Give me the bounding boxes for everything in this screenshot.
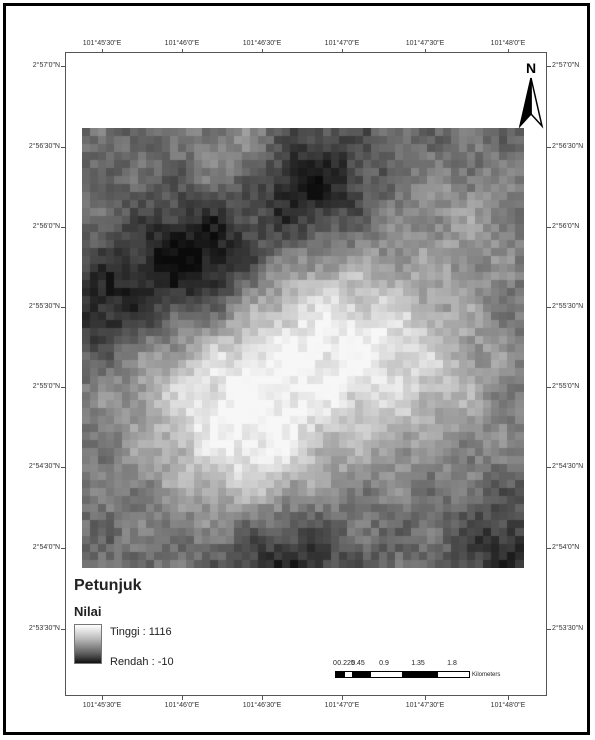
coordinate-tick	[262, 696, 263, 700]
legend-title: Petunjuk	[74, 577, 142, 594]
right-coordinate-label: 2°57'0"N	[552, 62, 580, 69]
left-coordinate-label: 2°56'30"N	[28, 143, 60, 150]
legend-color-ramp	[74, 624, 102, 664]
right-coordinate-label: 2°53'30"N	[552, 625, 584, 632]
coordinate-tick	[182, 696, 183, 700]
coordinate-tick	[61, 387, 65, 388]
left-coordinate-label: 2°55'0"N	[32, 383, 60, 390]
north-label: N	[525, 60, 537, 76]
right-coordinate-label: 2°56'0"N	[552, 223, 580, 230]
coordinate-tick	[342, 696, 343, 700]
coordinate-tick	[547, 387, 551, 388]
left-coordinate-label: 2°54'0"N	[32, 544, 60, 551]
right-coordinate-label: 2°54'0"N	[552, 544, 580, 551]
coordinate-tick	[508, 696, 509, 700]
bottom-coordinate-label: 101°48'0"E	[490, 702, 526, 709]
scale-segment	[344, 671, 353, 678]
scale-segment	[370, 671, 403, 678]
scale-segment	[335, 671, 344, 678]
scale-segment	[403, 671, 437, 678]
coordinate-tick	[61, 629, 65, 630]
top-coordinate-label: 101°45'30"E	[82, 40, 122, 47]
coordinate-tick	[61, 467, 65, 468]
coordinate-tick	[547, 66, 551, 67]
top-coordinate-label: 101°46'30"E	[242, 40, 282, 47]
coordinate-tick	[547, 147, 551, 148]
scale-bar-value: 0.225	[337, 660, 355, 667]
scale-bar-value: 0	[333, 660, 337, 667]
top-coordinate-label: 101°47'30"E	[405, 40, 445, 47]
right-coordinate-label: 2°55'0"N	[552, 383, 580, 390]
coordinate-tick	[342, 49, 343, 53]
scale-bar-unit: Kilometers	[472, 672, 501, 678]
scale-bar-value: 1.35	[411, 660, 425, 667]
coordinate-tick	[102, 49, 103, 53]
scale-bar-value: 0.9	[379, 660, 389, 667]
coordinate-tick	[262, 49, 263, 53]
right-coordinate-label: 2°56'30"N	[552, 143, 584, 150]
coordinate-tick	[425, 49, 426, 53]
bottom-coordinate-label: 101°47'0"E	[324, 702, 360, 709]
scale-segment	[437, 671, 470, 678]
coordinate-tick	[61, 227, 65, 228]
right-coordinate-label: 2°55'30"N	[552, 303, 584, 310]
scale-bar-value: 1.8	[447, 660, 457, 667]
coordinate-tick	[547, 467, 551, 468]
bottom-coordinate-label: 101°46'0"E	[164, 702, 200, 709]
coordinate-tick	[425, 696, 426, 700]
coordinate-tick	[61, 66, 65, 67]
left-coordinate-label: 2°53'30"N	[28, 625, 60, 632]
coordinate-tick	[61, 548, 65, 549]
left-coordinate-label: 2°57'0"N	[32, 62, 60, 69]
top-coordinate-label: 101°47'0"E	[324, 40, 360, 47]
coordinate-tick	[102, 696, 103, 700]
top-coordinate-label: 101°48'0"E	[490, 40, 526, 47]
legend-low-label: Rendah : -10	[110, 656, 174, 668]
coordinate-tick	[547, 227, 551, 228]
legend-subtitle: Nilai	[74, 604, 102, 619]
coordinate-tick	[547, 307, 551, 308]
scale-bar-value: 0.45	[351, 660, 365, 667]
coordinate-tick	[508, 49, 509, 53]
north-arrow: N	[516, 60, 546, 130]
bottom-coordinate-label: 101°47'30"E	[405, 702, 445, 709]
scale-segment	[353, 671, 370, 678]
coordinate-tick	[182, 49, 183, 53]
left-coordinate-label: 2°56'0"N	[32, 223, 60, 230]
right-coordinate-label: 2°54'30"N	[552, 463, 584, 470]
coordinate-tick	[547, 629, 551, 630]
coordinate-tick	[61, 147, 65, 148]
bottom-coordinate-label: 101°45'30"E	[82, 702, 122, 709]
north-arrow-icon	[518, 77, 544, 129]
top-coordinate-label: 101°46'0"E	[164, 40, 200, 47]
elevation-raster	[82, 128, 524, 568]
bottom-coordinate-label: 101°46'30"E	[242, 702, 282, 709]
left-coordinate-label: 2°54'30"N	[28, 463, 60, 470]
scale-bar	[335, 671, 470, 678]
coordinate-tick	[61, 307, 65, 308]
legend-high-label: Tinggi : 1116	[110, 626, 172, 638]
coordinate-tick	[547, 548, 551, 549]
left-coordinate-label: 2°55'30"N	[28, 303, 60, 310]
